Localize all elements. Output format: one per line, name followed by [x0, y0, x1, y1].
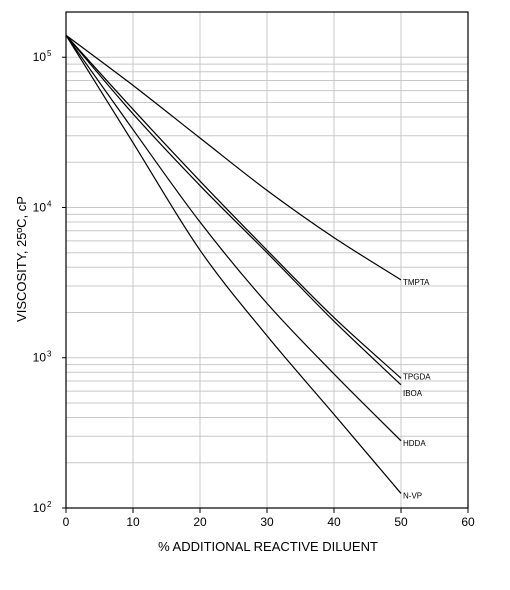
y-tick-exponent: 4: [47, 199, 52, 208]
series-line-iboa: [65, 34, 402, 386]
y-tick-label: 10: [33, 50, 47, 64]
series-line-tpgda: [65, 34, 402, 379]
series-label-tpgda: TPGDA: [403, 372, 431, 381]
x-tick-label: 20: [193, 515, 207, 529]
series-labels: TMPTA TPGDA IBOA HDDA N-VP: [403, 278, 431, 501]
x-axis-label: % ADDITIONAL REACTIVE DILUENT: [158, 539, 378, 554]
y-tick-exponent: 3: [47, 350, 52, 359]
x-tick-label: 30: [260, 515, 274, 529]
y-tick-label: 10: [33, 351, 47, 365]
x-tick-label: 0: [63, 515, 70, 529]
series-label-iboa: IBOA: [403, 389, 423, 398]
y-tick-label: 10: [33, 501, 47, 515]
series-label-n-vp: N-VP: [403, 491, 422, 500]
x-tick-label: 10: [126, 515, 140, 529]
series-line-tmpta: [65, 34, 402, 281]
y-axis-label: VISCOSITY, 25ºC, cP: [14, 196, 29, 322]
series-label-tmpta: TMPTA: [403, 278, 430, 287]
y-tick-exponent: 5: [47, 49, 52, 58]
series-line-n-vp: [65, 34, 402, 494]
grid-lines: [66, 12, 468, 508]
y-tick-label: 10: [33, 200, 47, 214]
x-tick-label: 50: [394, 515, 408, 529]
y-tick-exponent: 2: [47, 500, 52, 509]
x-tick-label: 40: [327, 515, 341, 529]
series-label-hdda: HDDA: [403, 439, 426, 448]
series-lines: [65, 34, 402, 494]
series-line-hdda: [65, 34, 402, 442]
x-tick-label: 60: [461, 515, 475, 529]
